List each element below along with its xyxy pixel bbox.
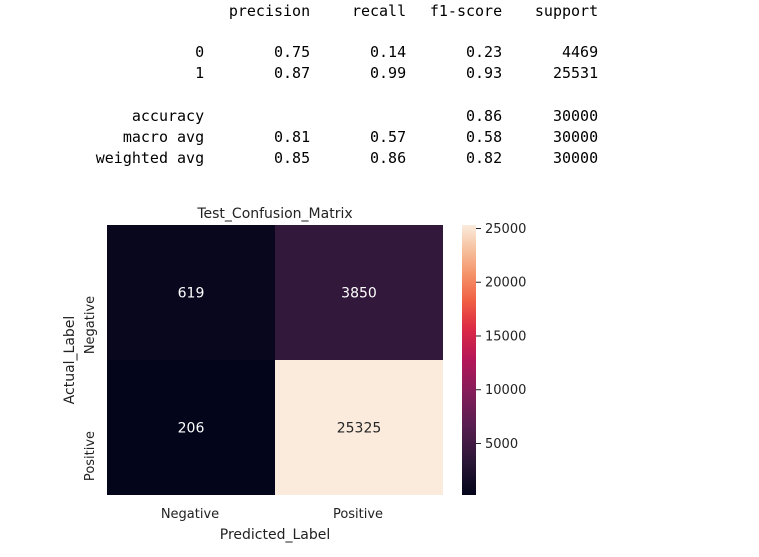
report-cell-f1-score: 0.86	[466, 107, 503, 125]
report-cell-support: 30000	[552, 128, 599, 146]
heatmap-cell-labels: 619 3850 206 25325	[178, 286, 382, 437]
report-row-macro-avg: macro avg 0.81 0.57 0.58 30000	[0, 128, 598, 146]
report-cell-precision: 0.75	[274, 43, 311, 61]
report-cell-recall: 0.57	[370, 128, 407, 146]
report-cell-precision: 0.87	[274, 64, 311, 82]
report-cell-support: 30000	[552, 149, 599, 167]
y-tick-positive: Positive	[83, 431, 98, 481]
colorbar-ticks: 5000 10000 15000 20000 25000	[476, 222, 526, 452]
y-tick-negative: Negative	[83, 296, 98, 354]
report-cell-recall: 0.86	[370, 149, 407, 167]
report-cell-f1-score: 0.93	[466, 64, 503, 82]
report-header-row: precision recall f1-score support	[0, 2, 598, 20]
colorbar-tick-label: 20000	[485, 276, 526, 291]
report-cell-support: 4469	[562, 43, 599, 61]
report-cell-recall: 0.14	[370, 43, 407, 61]
report-header-f1-score: f1-score	[429, 2, 503, 20]
report-cell-support: 30000	[552, 107, 599, 125]
heatmap-cell-value: 3850	[341, 286, 377, 302]
heatmap-cell-value: 619	[178, 286, 205, 302]
heatmap-cell	[107, 360, 275, 495]
heatmap-cell	[275, 360, 443, 495]
y-axis-label: Actual_Label	[62, 316, 78, 405]
report-cell-precision: 0.81	[274, 128, 311, 146]
colorbar-tick-label: 10000	[485, 383, 526, 398]
report-cell-precision: 0.85	[274, 149, 311, 167]
report-row-accuracy: accuracy 0.86 30000	[0, 107, 598, 125]
heatmap-cell	[107, 225, 275, 360]
report-cell-f1-score: 0.58	[466, 128, 503, 146]
x-tick-negative: Negative	[161, 507, 219, 522]
heatmap-cells	[107, 225, 443, 495]
colorbar-tick-label: 15000	[485, 329, 526, 344]
chart-title: Test_Confusion_Matrix	[196, 206, 352, 222]
report-row-label: weighted avg	[95, 149, 205, 167]
report-row-weighted-avg: weighted avg 0.85 0.86 0.82 30000	[0, 149, 598, 167]
report-header-precision: precision	[228, 2, 311, 20]
report-cell-f1-score: 0.23	[466, 43, 503, 61]
report-row-label: macro avg	[122, 128, 205, 146]
report-cell-recall: 0.99	[370, 64, 407, 82]
report-cell-f1-score: 0.82	[466, 149, 503, 167]
heatmap-cell	[275, 225, 443, 360]
report-row-label: 0	[195, 43, 205, 61]
colorbar-tick-label: 25000	[485, 222, 526, 237]
x-tick-positive: Positive	[333, 507, 383, 522]
x-axis-label: Predicted_Label	[220, 527, 331, 543]
confusion-matrix-chart: Test_Confusion_Matrix 619 3850 206 25325 Ne…	[62, 206, 526, 543]
report-row-0: 0 0.75 0.14 0.23 4469	[0, 43, 598, 61]
colorbar-tick-label: 5000	[485, 437, 518, 452]
report-row-1: 1 0.87 0.99 0.93 25531	[0, 64, 598, 82]
heatmap-cell-value: 25325	[337, 421, 382, 437]
report-header-recall: recall	[351, 2, 407, 20]
report-row-label: 1	[195, 64, 205, 82]
report-cell-support: 25531	[552, 64, 599, 82]
heatmap-cell-value: 206	[178, 421, 205, 437]
report-header-support: support	[534, 2, 599, 20]
report-row-label: accuracy	[131, 107, 205, 125]
colorbar	[462, 225, 476, 495]
